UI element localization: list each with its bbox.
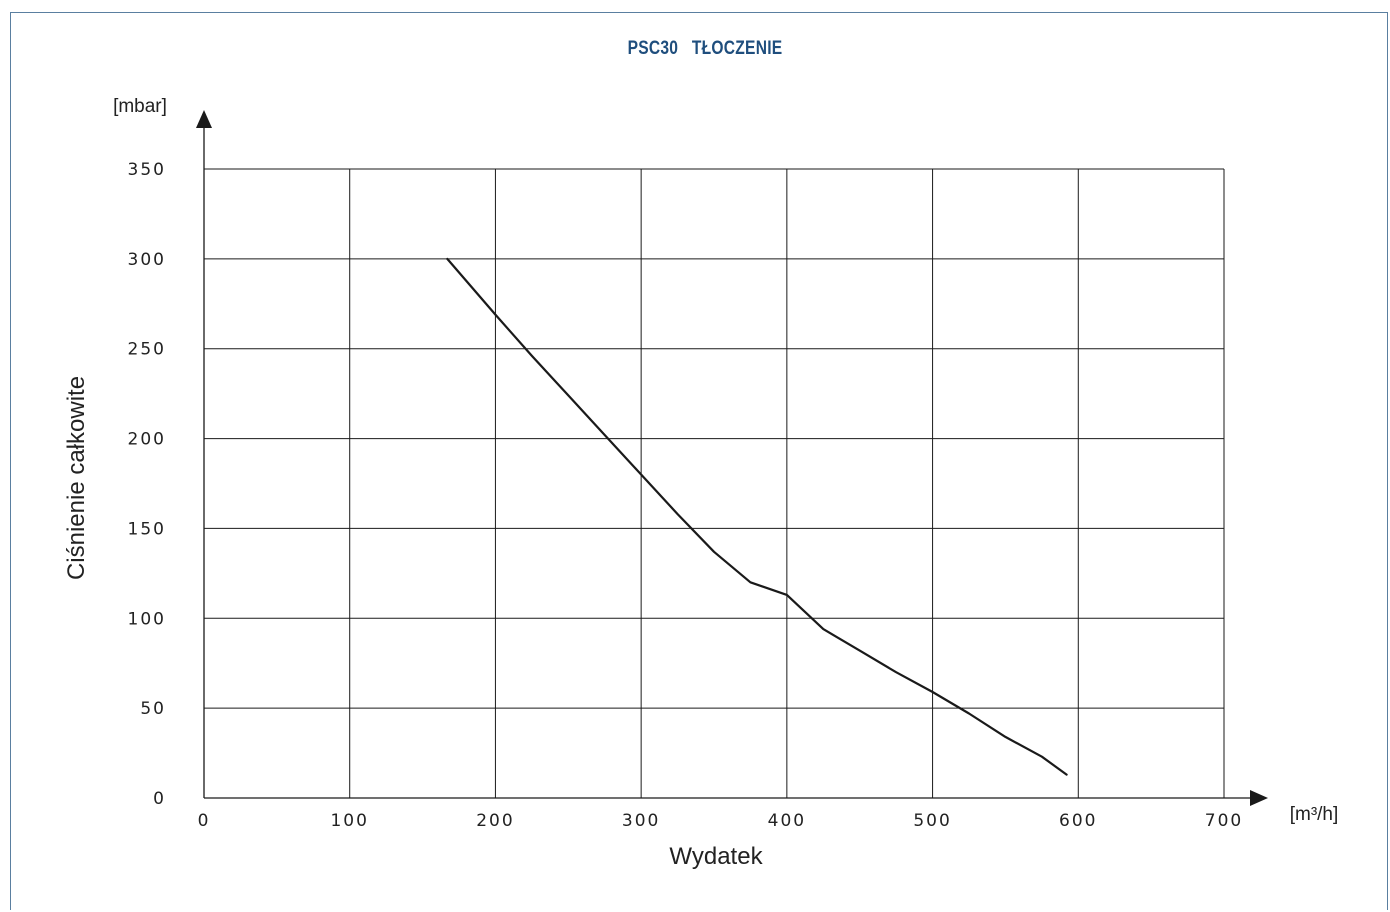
y-tick-label: 300	[128, 250, 166, 270]
y-tick-label: 150	[128, 519, 166, 539]
y-tick-label: 50	[140, 699, 166, 719]
chart-title: PSC30 TŁOCZENIE	[627, 38, 783, 59]
series-line	[446, 257, 1068, 776]
axes	[196, 110, 1268, 806]
y-tick-label: 200	[128, 430, 166, 450]
x-tick-label: 100	[330, 811, 368, 831]
x-axis-arrow	[1250, 790, 1268, 806]
y-tick-label: 250	[128, 340, 166, 360]
series-group	[446, 257, 1068, 776]
chart-frame	[10, 12, 1388, 910]
x-tick-label: 0	[198, 811, 211, 831]
x-tick-label: 600	[1059, 811, 1097, 831]
grid	[204, 168, 1225, 798]
y-tick-label: 100	[128, 609, 166, 629]
y-axis-label: Ciśnienie całkowite	[63, 376, 90, 580]
x-tick-label: 500	[913, 811, 951, 831]
x-tick-label: 300	[622, 811, 660, 831]
x-tick-label: 700	[1205, 811, 1243, 831]
y-tick-label: 350	[128, 160, 166, 180]
x-axis-label: Wydatek	[669, 843, 763, 870]
y-tick-label: 0	[153, 789, 166, 809]
y-axis-unit: [mbar]	[113, 96, 167, 117]
x-tick-label: 400	[768, 811, 806, 831]
y-axis-arrow	[196, 110, 212, 128]
tick-labels: 0 100 200 300 400 500 600 700 0 50 100 150 200 250 300…	[128, 160, 1243, 831]
x-axis-unit: [m³/h]	[1290, 804, 1339, 825]
x-tick-label: 200	[476, 811, 514, 831]
